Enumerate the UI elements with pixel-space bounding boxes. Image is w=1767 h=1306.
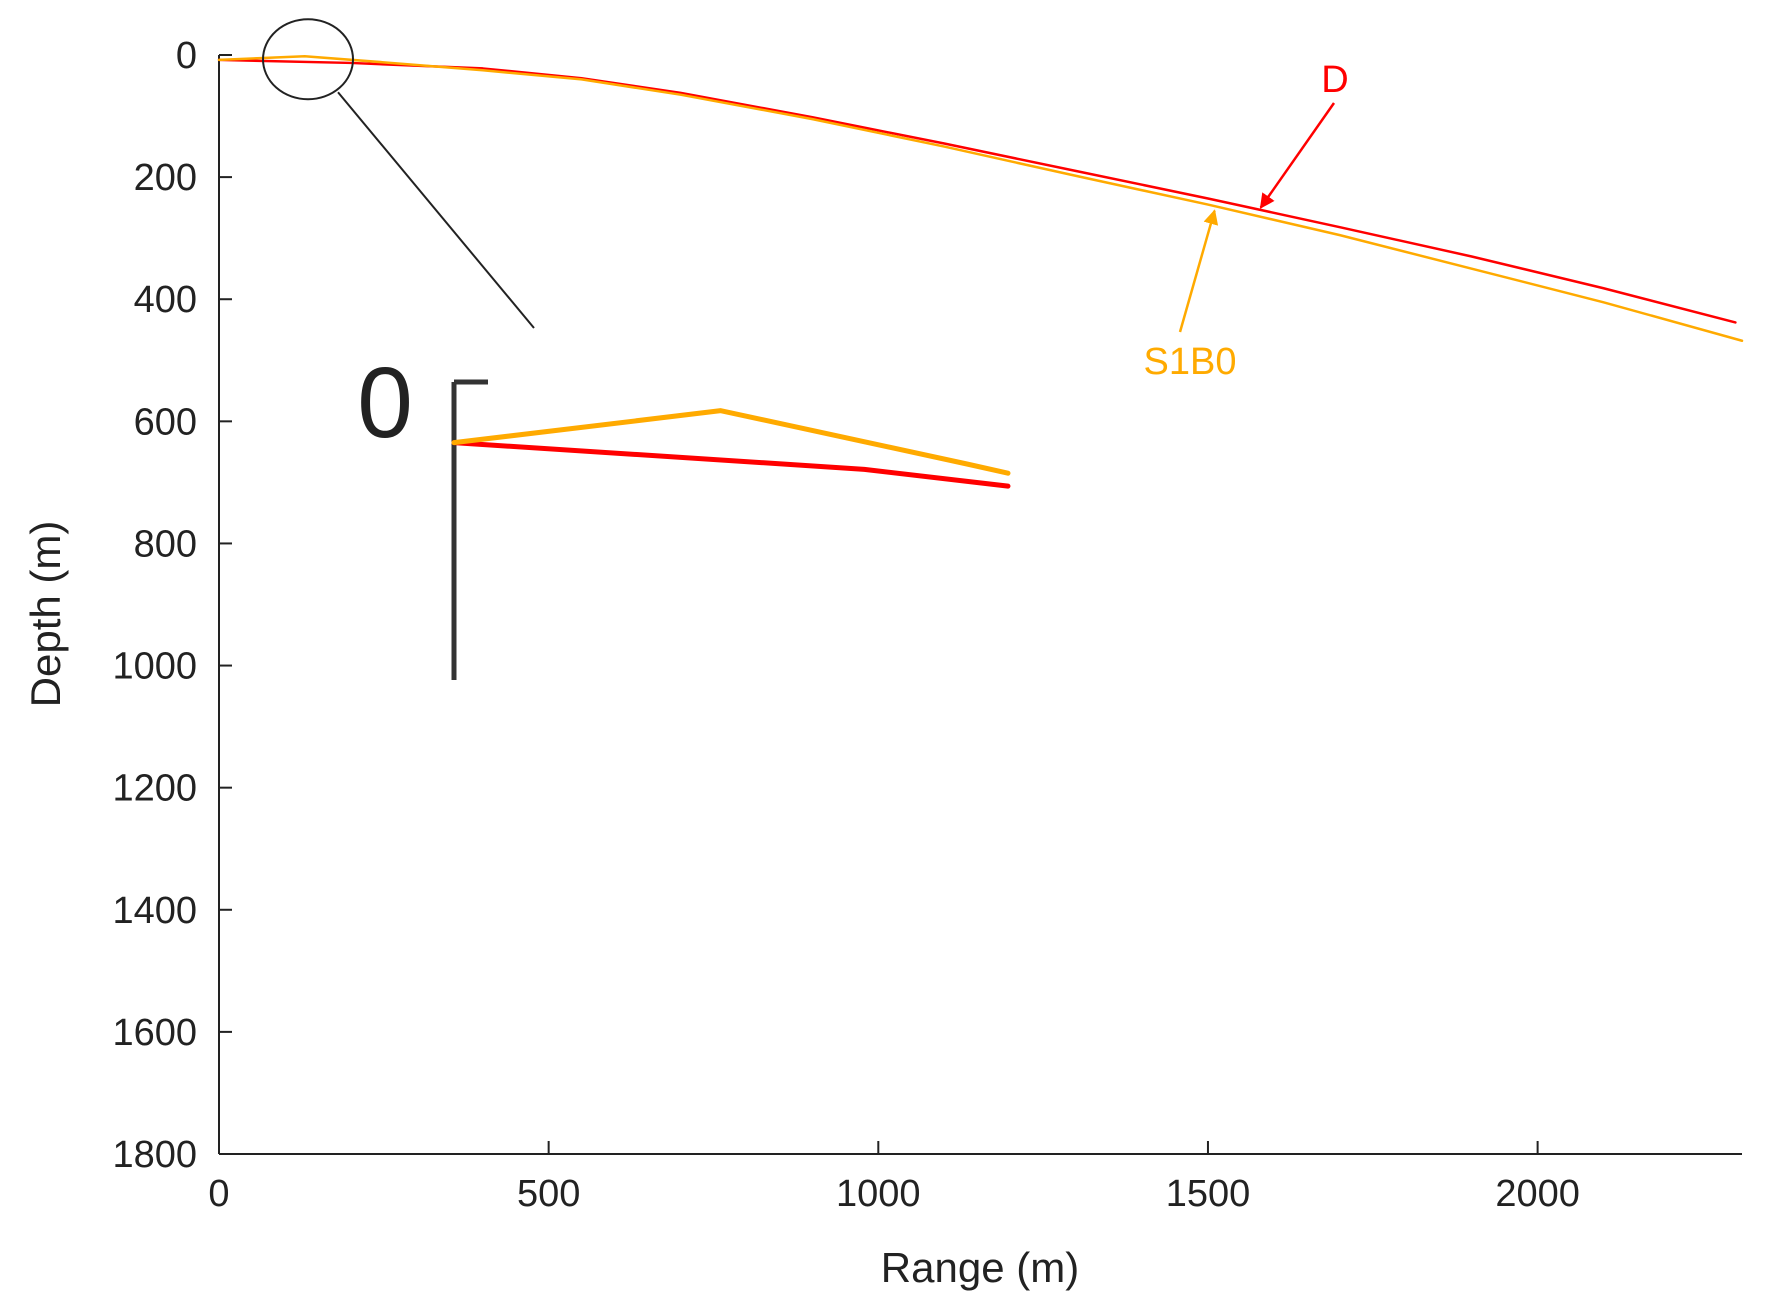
y-tick-label: 1600 [112,1012,197,1054]
annotation-arrow-s1b0 [1178,209,1219,333]
y-tick-label: 1000 [112,646,197,688]
annotation-layer: D S1B0 [1144,59,1349,383]
annotation-label-s1b0: S1B0 [1144,341,1237,383]
x-tick-label: 2000 [1495,1173,1580,1215]
y-tick-label: 200 [134,157,197,199]
series-line-d [217,58,1737,324]
x-tick-label: 500 [517,1173,580,1215]
y-axis-title: Depth (m) [22,521,69,708]
y-tick-label: 0 [176,35,197,77]
inset-series-line-d [451,440,1011,489]
x-axis-ticks: 0 500 1000 1500 2000 [208,1141,1580,1215]
series-layer [217,54,1744,342]
annotation-arrow-d [1259,102,1336,209]
zoom-inset: 0 [262,18,1011,680]
series-line-s1b0 [217,54,1744,342]
plot-frame [218,55,1742,1155]
y-tick-label: 1400 [112,890,197,932]
zoom-circle [262,18,355,101]
annotation-label-d: D [1321,59,1348,101]
inset-tick-label: 0 [357,347,413,459]
x-tick-label: 0 [208,1173,229,1215]
y-tick-label: 800 [134,523,197,565]
y-tick-label: 1800 [112,1134,197,1176]
zoom-leader-line [337,91,535,329]
y-tick-label: 1200 [112,768,197,810]
y-tick-label: 400 [134,279,197,321]
y-axis-ticks: 0 200 400 600 800 1000 1200 1400 1600 1800 [112,35,232,1176]
x-tick-label: 1500 [1166,1173,1251,1215]
inset-series-line-s1b0 [451,408,1011,476]
y-tick-label: 600 [134,401,197,443]
x-tick-label: 1000 [836,1173,921,1215]
x-axis-title: Range (m) [881,1244,1079,1291]
